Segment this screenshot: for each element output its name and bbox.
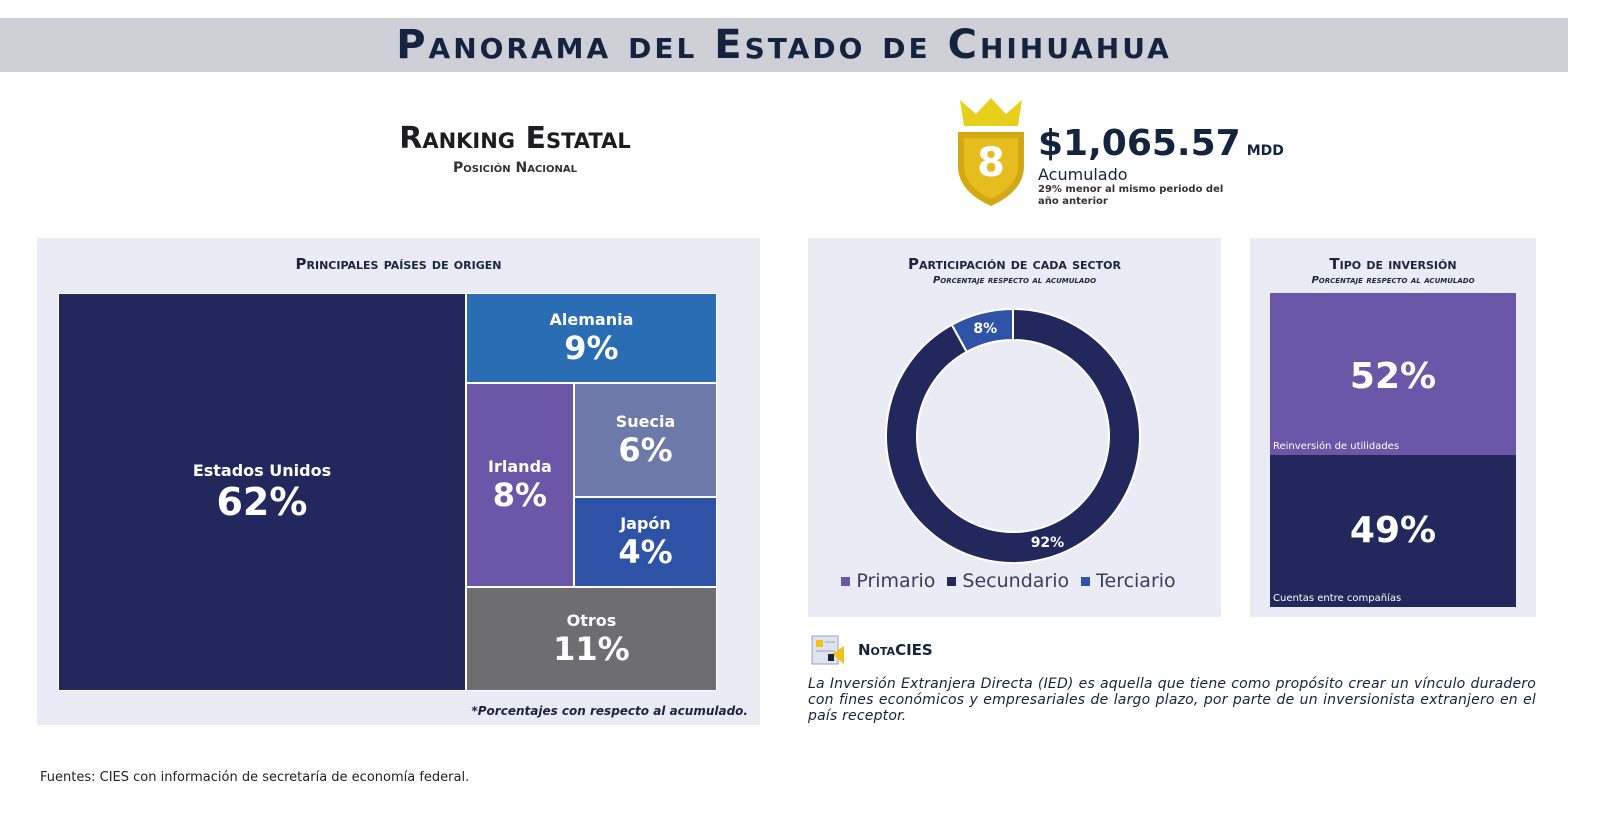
ranking-title: Ranking Estatal — [399, 121, 631, 156]
tile-label: Irlanda — [488, 457, 552, 477]
tile-label: Alemania — [549, 309, 634, 329]
tile-label: Japón — [620, 513, 671, 533]
ied-summary: $1,065.57 MDD Acumulado 29% menor al mis… — [1038, 124, 1284, 208]
bar-value: 52% — [1349, 356, 1437, 397]
bar-reinversion: 52% Reinversión de utilidades — [1270, 293, 1516, 455]
page-title: Panorama del Estado de Chihuahua — [0, 18, 1568, 72]
nota-title: NotaCIES — [858, 641, 933, 659]
legend-swatch — [1081, 576, 1091, 586]
legend-swatch — [841, 576, 851, 586]
treemap-tile-alemania: Alemania 9% — [465, 293, 717, 383]
countries-title: Principales países de origen — [295, 255, 502, 273]
ied-unit: MDD — [1246, 143, 1284, 159]
bar-cuentas: 49% Cuentas entre compañías — [1270, 455, 1516, 607]
tile-label: Otros — [566, 611, 617, 631]
ied-label: Acumulado — [1038, 165, 1128, 184]
sector-legend: Primario Secundario Terciario — [808, 570, 1221, 592]
treemap-tile-japón: Japón 4% — [573, 496, 717, 588]
ied-amount: $1,065.57 — [1038, 123, 1241, 164]
legend-label: Primario — [856, 570, 936, 592]
donut-label: 92% — [1031, 535, 1065, 551]
tile-label: Estados Unidos — [192, 461, 332, 480]
rank-position: 8 — [977, 140, 1005, 186]
sector-panel: Participación de cada sector Porcentaje … — [808, 238, 1221, 617]
sector-subtitle: Porcentaje respecto al acumulado — [932, 275, 1097, 286]
treemap-tile-irlanda: Irlanda 8% — [465, 382, 574, 588]
treemap: Estados Unidos 62% Alemania 9% Irlanda 8% Suec… — [58, 293, 717, 691]
tile-value: 9% — [564, 328, 619, 367]
tile-value: 8% — [492, 476, 548, 515]
investment-type-subtitle: Porcentaje respecto al acumulado — [1311, 275, 1475, 286]
bar-label: Reinversión de utilidades — [1273, 441, 1400, 452]
ied-note: 29% menor al mismo periodo del año anter… — [1038, 184, 1224, 207]
legend-label: Terciario — [1096, 570, 1176, 592]
megaphone-news-icon — [810, 634, 852, 666]
treemap-tile-suecia: Suecia 6% — [573, 382, 717, 497]
legend-item-primario: Primario — [841, 570, 935, 592]
bar-label: Cuentas entre compañías — [1273, 593, 1402, 604]
countries-panel: Principales países de origen Estados Uni… — [37, 238, 760, 725]
legend-item-terciario: Terciario — [1081, 570, 1176, 592]
crown-shield-icon — [958, 98, 1024, 206]
donut-slice-terciario — [950, 307, 1014, 354]
donut-slice-secundario — [885, 307, 1141, 564]
ied-amount-row: $1,065.57 MDD — [1038, 124, 1284, 164]
ranking-subtitle: Posición Nacional — [453, 160, 577, 176]
nota-text: La Inversión Extranjera Directa (IED) es… — [808, 676, 1536, 724]
treemap-footnote: *Porcentajes con respecto al acumulado. — [471, 704, 748, 718]
legend-swatch — [947, 576, 957, 586]
tile-value: 4% — [618, 532, 673, 571]
donut-label: 8% — [973, 321, 997, 337]
donut-chart: 92% 8% — [885, 307, 1141, 564]
treemap-tile-otros: Otros 11% — [465, 587, 717, 691]
rank-badge: 8 — [956, 96, 1026, 208]
tile-value: 62% — [216, 480, 308, 524]
investment-type-panel: Tipo de inversión Porcentaje respecto al… — [1250, 238, 1536, 617]
treemap-tile-estados-unidos: Estados Unidos 62% — [58, 293, 466, 691]
bar-value: 49% — [1349, 510, 1437, 551]
legend-item-secundario: Secundario — [947, 570, 1069, 592]
source-note: Fuentes: CIES con información de secreta… — [40, 770, 470, 785]
tile-value: 11% — [553, 630, 630, 669]
investment-type-title: Tipo de inversión — [1329, 255, 1457, 273]
sector-title: Participación de cada sector — [908, 255, 1121, 273]
legend-label: Secundario — [962, 570, 1070, 592]
tile-value: 6% — [618, 430, 673, 469]
tile-label: Suecia — [615, 411, 676, 431]
